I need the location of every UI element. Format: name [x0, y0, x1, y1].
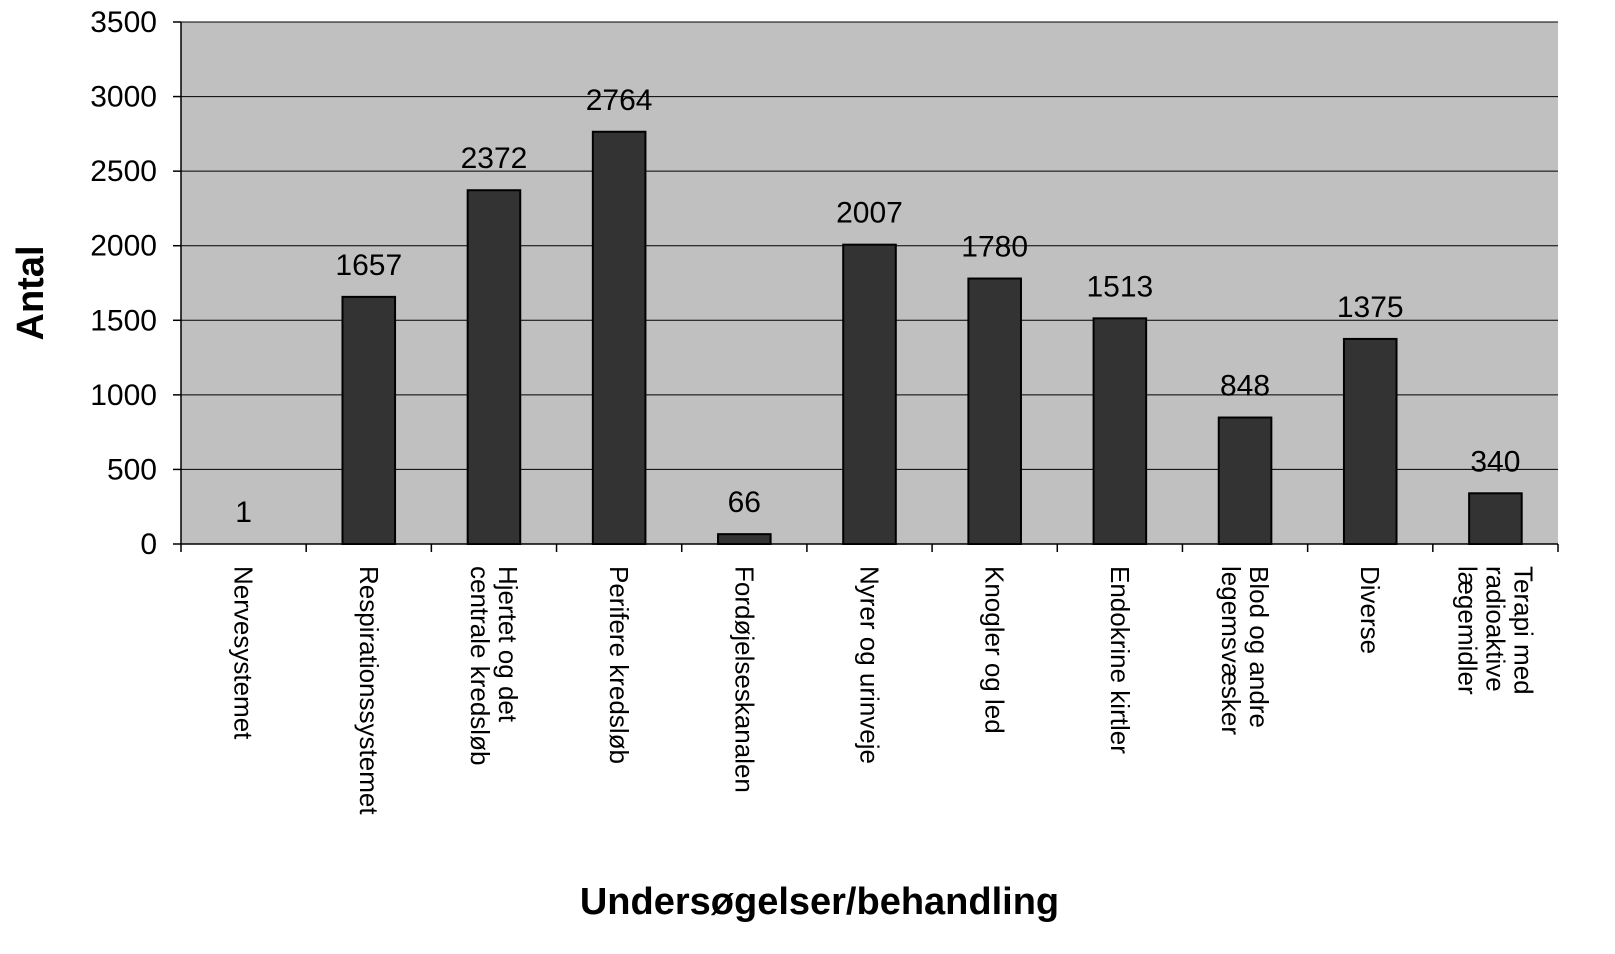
- x-category-label: Respirationssystemet: [354, 566, 384, 815]
- y-tick-label: 3500: [90, 6, 157, 39]
- x-category-label: Hjertet og det: [493, 566, 523, 723]
- x-category-label: Knogler og led: [980, 566, 1010, 734]
- y-tick-label: 3000: [90, 81, 157, 114]
- x-category-label: radioaktive: [1480, 566, 1510, 692]
- data-label: 2372: [461, 142, 528, 175]
- data-label: 1513: [1086, 270, 1153, 303]
- y-tick-label: 2000: [90, 230, 157, 263]
- bar: [717, 533, 772, 545]
- x-category-label: Perifere kredsløb: [604, 566, 634, 764]
- y-tick-label: 500: [107, 453, 157, 486]
- data-label: 848: [1220, 370, 1270, 403]
- data-label: 66: [728, 486, 761, 519]
- bar: [1217, 416, 1273, 545]
- x-category-label: Nervesystemet: [229, 566, 259, 740]
- axes: [173, 21, 1559, 552]
- x-category-label: Endokrine kirtler: [1105, 566, 1135, 754]
- x-category-labels: Nervesystemet Respirationssystemet Hjertet…: [229, 566, 1539, 815]
- x-category-label: centrale kredsløb: [465, 566, 495, 765]
- data-labels: 1 1657 2372 2764 66 2007 1780 1513 848 1375 340: [235, 84, 1520, 529]
- x-category-label: Nyrer og urinveje: [855, 566, 885, 764]
- y-tick-label: 1500: [90, 304, 157, 337]
- bar: [341, 295, 397, 546]
- bar: [1468, 492, 1523, 546]
- data-label: 1657: [335, 249, 402, 282]
- data-label: 2007: [836, 197, 903, 230]
- bar: [967, 277, 1022, 545]
- x-category-label: Blod og andre: [1244, 566, 1274, 728]
- data-label: 2764: [586, 84, 653, 117]
- data-label: 1: [235, 496, 252, 529]
- x-category-label: Terapi med: [1508, 566, 1538, 695]
- y-tick-labels: 0 500 1000 1500 2000 2500 3000 3500: [90, 6, 157, 561]
- x-axis-title: Undersøgelser/behandling: [580, 881, 1059, 923]
- bar: [842, 243, 897, 545]
- y-tick-label: 1000: [90, 379, 157, 412]
- y-axis-title: Antal: [10, 246, 52, 341]
- x-category-label: lægemidler: [1452, 566, 1482, 695]
- data-label: 1780: [961, 231, 1028, 264]
- bar: [466, 189, 522, 545]
- data-label: 1375: [1337, 291, 1404, 324]
- bar: [1342, 337, 1398, 545]
- bar: [591, 130, 647, 546]
- data-label: 340: [1470, 445, 1520, 478]
- x-category-label: legemsvæsker: [1216, 566, 1246, 735]
- x-category-label: Diverse: [1355, 566, 1385, 654]
- x-category-label: Fordøjelseskanalen: [729, 566, 759, 793]
- y-tick-label: 2500: [90, 155, 157, 188]
- y-tick-label: 0: [140, 528, 157, 561]
- bar: [1092, 317, 1148, 545]
